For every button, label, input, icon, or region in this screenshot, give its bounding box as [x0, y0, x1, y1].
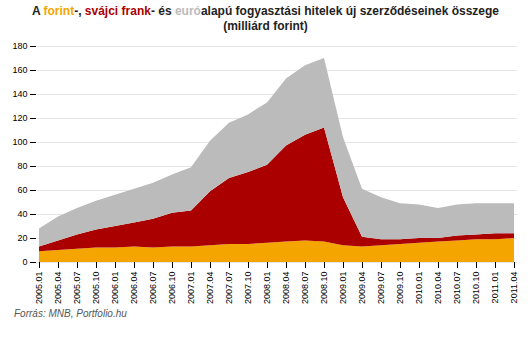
svg-text:40: 40	[17, 209, 27, 219]
svg-text:0: 0	[22, 257, 27, 267]
svg-text:2010.10: 2010.10	[471, 272, 481, 305]
svg-text:2011.01: 2011.01	[490, 272, 500, 304]
svg-text:2010.01: 2010.01	[414, 272, 424, 305]
svg-text:2005.01: 2005.01	[34, 272, 44, 305]
svg-text:2007.04: 2007.04	[205, 272, 215, 305]
svg-text:2005.07: 2005.07	[72, 272, 82, 305]
svg-text:20: 20	[17, 233, 27, 243]
svg-text:140: 140	[12, 89, 27, 99]
svg-text:2009.10: 2009.10	[395, 272, 405, 305]
svg-text:2007.01: 2007.01	[186, 272, 196, 305]
svg-text:2005.10: 2005.10	[91, 272, 101, 305]
svg-text:180: 180	[12, 41, 27, 51]
svg-text:100: 100	[12, 137, 27, 147]
svg-text:2008.10: 2008.10	[319, 272, 329, 305]
svg-text:2006.10: 2006.10	[167, 272, 177, 305]
svg-text:2006.07: 2006.07	[148, 272, 158, 305]
svg-text:2005.04: 2005.04	[53, 272, 63, 305]
svg-text:2009.01: 2009.01	[338, 272, 348, 305]
svg-text:2006.01: 2006.01	[110, 272, 120, 305]
svg-text:60: 60	[17, 185, 27, 195]
html-text:Forrás: MNB, Portfolio.hu: Forrás: MNB, Portfolio.hu	[14, 308, 127, 319]
svg-text:2008.07: 2008.07	[300, 272, 310, 305]
svg-text:2010.04: 2010.04	[433, 272, 443, 305]
svg-text:2007.10: 2007.10	[243, 272, 253, 305]
svg-text:2009.07: 2009.07	[376, 272, 386, 305]
svg-text:2009.04: 2009.04	[357, 272, 367, 305]
svg-text:2008.04: 2008.04	[281, 272, 291, 305]
svg-text:2006.04: 2006.04	[129, 272, 139, 305]
svg-text:2011.04: 2011.04	[509, 272, 519, 304]
svg-text:2007.07: 2007.07	[224, 272, 234, 305]
svg-text:2008.01: 2008.01	[262, 272, 272, 305]
svg-text:80: 80	[17, 161, 27, 171]
svg-text:120: 120	[12, 113, 27, 123]
html-text:A forint -, svájci frank - és: A forint -, svájci frank - és euró alapú…	[32, 4, 499, 33]
svg-text:2010.07: 2010.07	[452, 272, 462, 305]
svg-text:160: 160	[12, 65, 27, 75]
